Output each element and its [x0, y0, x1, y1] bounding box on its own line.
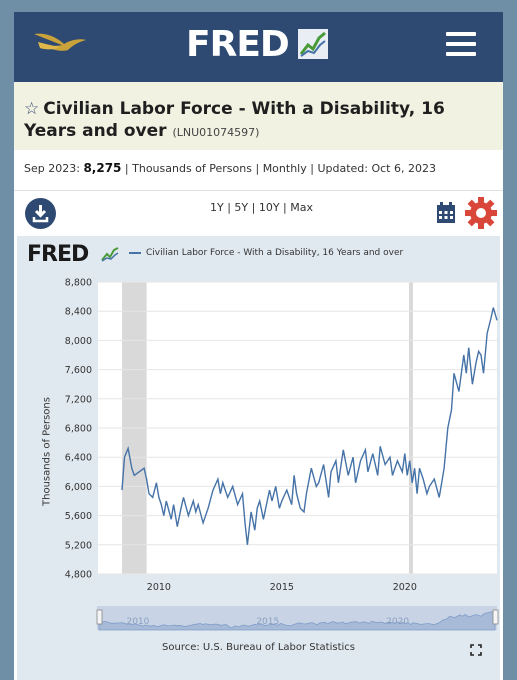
series-title: ☆ Civilian Labor Force - With a Disabilit…: [24, 98, 494, 144]
navigator-label: 2020: [386, 617, 409, 627]
gear-icon[interactable]: [465, 197, 497, 229]
navigator-label: 2010: [126, 617, 149, 627]
range-10y[interactable]: 10Y: [258, 201, 280, 214]
series-title-text: Civilian Labor Force - With a Disability…: [24, 99, 445, 141]
chart-container: FRED Civilian Labor Force - With a Disab…: [17, 236, 500, 680]
hamburger-icon-bar: [446, 52, 476, 56]
chart-legend[interactable]: Civilian Labor Force - With a Disability…: [129, 248, 403, 258]
divider: [14, 190, 503, 191]
fred-logo[interactable]: FRED: [186, 24, 290, 65]
observation-value: 8,275: [83, 161, 122, 175]
range-max[interactable]: Max: [290, 201, 314, 214]
legend-label: Civilian Labor Force - With a Disability…: [146, 248, 404, 258]
download-button[interactable]: [25, 198, 56, 229]
x-tick-label: 2015: [270, 582, 294, 593]
series-id: (LNU01074597): [172, 126, 260, 139]
y-tick-label: 7,600: [65, 365, 92, 376]
menu-button[interactable]: [446, 32, 476, 62]
y-tick-label: 5,200: [65, 540, 92, 551]
navigator-handle[interactable]: [492, 609, 499, 625]
x-tick-label: 2010: [147, 582, 171, 593]
y-tick-label: 7,200: [65, 394, 92, 405]
frequency-link[interactable]: Monthly: [262, 162, 307, 175]
units-link[interactable]: Thousands of Persons: [132, 162, 252, 175]
star-icon[interactable]: ☆: [24, 99, 40, 119]
y-tick-label: 6,000: [65, 482, 92, 493]
y-tick-label: 8,400: [65, 307, 92, 318]
y-tick-label: 5,600: [65, 511, 92, 522]
series-meta: Sep 2023: 8,275 | Thousands of Persons |…: [24, 161, 436, 175]
x-tick-label: 2020: [393, 582, 417, 593]
calendar-icon[interactable]: [436, 202, 456, 224]
download-icon: [32, 205, 49, 223]
page: FRED ☆ Civilian Labor Force - With a Disa…: [14, 12, 503, 680]
series-line: [121, 307, 498, 545]
fred-graph-mark-icon: [101, 247, 119, 262]
site-header: FRED: [14, 12, 503, 82]
y-tick-label: 6,400: [65, 453, 92, 464]
y-tick-label: 4,800: [65, 570, 92, 581]
fred-graph-mark-icon: [298, 29, 328, 59]
range-1y[interactable]: 1Y: [210, 201, 224, 214]
hamburger-icon-bar: [446, 32, 476, 36]
y-tick-label: 8,800: [65, 278, 92, 289]
navigator-handle[interactable]: [96, 609, 103, 625]
navigator-label: 2015: [256, 617, 279, 627]
y-tick-label: 8,000: [65, 336, 92, 347]
y-tick-label: 6,800: [65, 424, 92, 435]
chart-fred-logo: FRED: [27, 242, 89, 267]
legend-swatch: [129, 251, 141, 254]
title-box: [14, 82, 503, 150]
line-chart[interactable]: 4,800 5,200 5,600 6,000 6,400 6,800 7,200 7,600…: [17, 236, 500, 636]
range-5y[interactable]: 5Y: [234, 201, 249, 214]
navigator-series: [98, 611, 496, 631]
fullscreen-icon[interactable]: [470, 644, 482, 656]
eagle-logo-icon[interactable]: [32, 28, 88, 60]
updated-date: Updated: Oct 6, 2023: [317, 162, 436, 175]
hamburger-icon-bar: [446, 42, 476, 46]
chart-source: Source: U.S. Bureau of Labor Statistics: [162, 642, 355, 653]
observation-date: Sep 2023:: [24, 162, 80, 175]
browser-strip: [0, 0, 517, 12]
date-range-selector: 1Y | 5Y | 10Y | Max: [210, 201, 314, 214]
